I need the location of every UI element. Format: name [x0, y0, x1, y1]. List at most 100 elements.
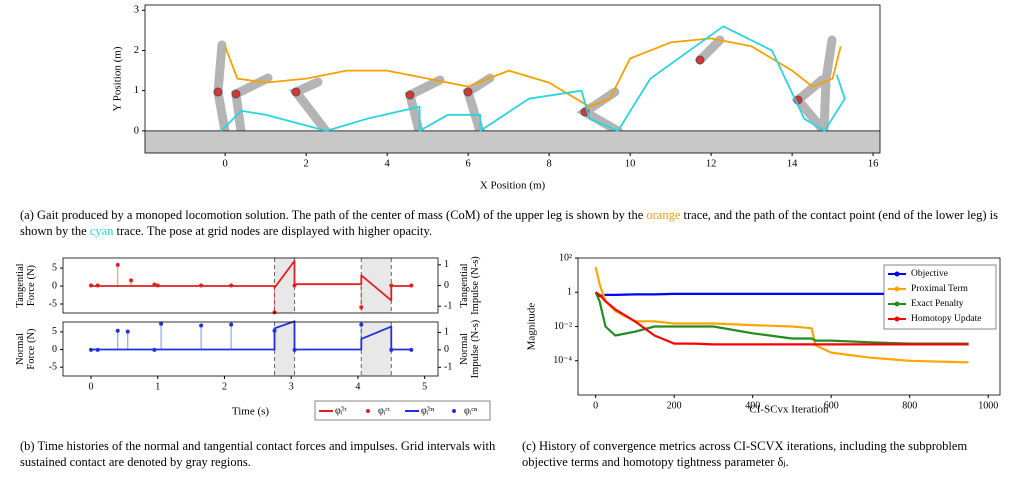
leg — [576, 87, 623, 136]
joint — [231, 89, 241, 99]
joint — [213, 87, 223, 97]
x-axis-label: X Position (m) — [480, 180, 546, 192]
stem-head — [389, 347, 394, 352]
y-axis-label: Force (N) — [26, 264, 37, 306]
legend-box — [314, 400, 491, 421]
x-tick-label: 8 — [547, 158, 552, 169]
x-tick-label: 600 — [824, 400, 839, 411]
y-tick-label: 1 — [567, 287, 572, 298]
y-tick-label: 10⁻² — [554, 321, 572, 332]
ground — [145, 130, 880, 153]
contact-region — [361, 322, 392, 376]
x-tick-label: 2 — [222, 381, 227, 392]
y-tick-label: 5 — [52, 326, 57, 337]
y-tick-label: 1 — [134, 85, 139, 96]
x-axis-label: CI-SCvx Iteration — [749, 404, 829, 416]
legend-label: Exact Penalty — [911, 299, 964, 309]
y2-tick-label: 1 — [444, 327, 449, 338]
plot-frame — [62, 321, 439, 377]
x-tick-label: 6 — [466, 158, 471, 169]
caption-text: trace. The pose at grid nodes are displa… — [113, 224, 433, 238]
x-tick-label: 5 — [422, 381, 427, 392]
y2-axis-label: Impulse (N-s) — [470, 319, 481, 378]
legend-marker — [894, 286, 900, 292]
joint — [405, 90, 415, 100]
series-line — [220, 25, 846, 132]
stem-head — [89, 283, 94, 288]
legend-label: Homotopy Update — [911, 314, 981, 324]
contact-region — [361, 258, 392, 313]
stem-head — [95, 347, 100, 352]
y-tick-label: 2 — [134, 45, 139, 56]
y-tick-label: 0 — [52, 280, 57, 291]
contact-region — [274, 258, 295, 313]
stem-head — [292, 283, 297, 288]
caption-b: (b) Time histories of the normal and tan… — [20, 439, 496, 469]
y-axis-label: Tangential — [15, 263, 26, 307]
legend-marker — [452, 409, 456, 413]
legend-marker — [894, 301, 900, 307]
series-line — [224, 37, 842, 108]
y-tick-label: 10⁻⁴ — [553, 355, 572, 366]
plot-frame — [62, 257, 439, 314]
y2-tick-label: -1 — [444, 362, 452, 373]
x-tick-label: 0 — [593, 400, 598, 411]
y-axis-label: Magnitude — [526, 303, 538, 351]
legend-label: Objective — [911, 269, 948, 279]
stem-head — [389, 283, 394, 288]
stem-head — [89, 347, 94, 352]
stem-head — [152, 282, 157, 287]
contact-region — [274, 322, 295, 376]
stem-head — [409, 283, 414, 288]
legend-label: φᵢᶜᵗ — [378, 405, 390, 416]
stem-head — [199, 283, 204, 288]
series-line — [91, 260, 412, 302]
stem-head — [229, 322, 234, 327]
caption-a: (a) Gait produced by a monoped locomotio… — [20, 207, 1005, 239]
y-axis-label: Y Position (m) — [112, 46, 124, 111]
leg-poses — [213, 35, 837, 136]
stem-head — [359, 305, 364, 310]
y-tick-label: -5 — [49, 298, 57, 309]
stem-head — [292, 347, 297, 352]
legend-label: φ̃ᵢᶜⁿ — [421, 405, 434, 416]
series-line — [594, 291, 969, 345]
legend-label: φ̃ᵢᶜᵗ — [335, 405, 347, 416]
stem-head — [272, 310, 277, 315]
y-tick-label: 5 — [52, 262, 57, 273]
series-line — [91, 320, 412, 351]
x-tick-label: 2 — [304, 158, 309, 169]
leg — [231, 73, 273, 136]
legend-marker — [894, 316, 900, 322]
caption-text: orange — [646, 208, 681, 222]
x-tick-label: 4 — [385, 158, 391, 169]
y2-tick-label: 1 — [444, 259, 449, 270]
series-line — [595, 291, 969, 346]
caption-text: trace, and the path of the contact point… — [20, 208, 998, 238]
stem-head — [115, 328, 120, 333]
x-tick-label: 16 — [868, 158, 879, 169]
caption-text: (a) Gait produced by a monoped locomotio… — [20, 208, 647, 222]
x-tick-label: 200 — [667, 400, 682, 411]
x-tick-label: 4 — [355, 381, 360, 392]
leg — [695, 35, 725, 65]
joint — [695, 55, 705, 65]
x-tick-label: 1 — [155, 381, 160, 392]
x-tick-label: 3 — [289, 381, 294, 392]
y-tick-label: 0 — [52, 344, 57, 355]
stem-head — [95, 283, 100, 288]
stem-head — [152, 347, 157, 352]
y2-axis-label: Tangential — [459, 263, 470, 307]
x-tick-label: 400 — [745, 400, 760, 411]
plot-frame — [144, 4, 881, 154]
x-tick-label: 800 — [902, 400, 917, 411]
x-tick-label: 10 — [625, 158, 636, 169]
y-tick-label: -5 — [49, 361, 57, 372]
legend-marker — [894, 271, 900, 277]
x-tick-label: 1000 — [978, 400, 998, 411]
y-tick-label: 10² — [559, 252, 572, 263]
stem-head — [159, 321, 164, 326]
stem-head — [115, 262, 120, 267]
